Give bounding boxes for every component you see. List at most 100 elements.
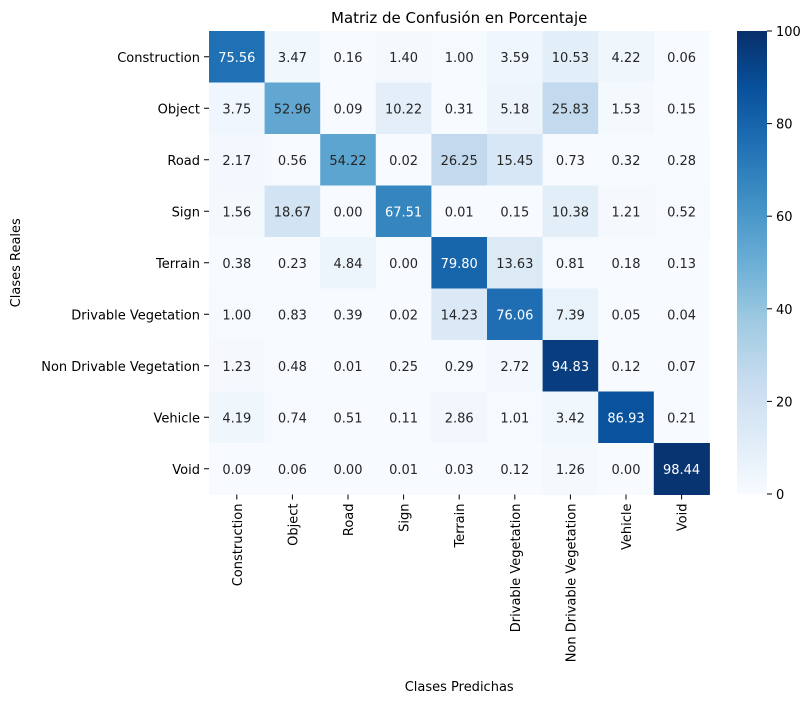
heatmap-cell [264,443,321,495]
x-axis-label: Clases Predichas [405,680,514,695]
heatmap-cell [264,237,321,289]
cell-value-label: 0.04 [667,308,696,323]
heatmap-cell [209,443,266,495]
heatmap-cell [542,134,599,186]
cell-value-label: 1.21 [612,205,641,220]
heatmap-cell [653,340,710,392]
cell-value-label: 0.28 [667,154,696,169]
cell-value-label: 54.22 [329,154,366,169]
heatmap-cell [264,185,321,238]
cell-value-label: 0.13 [667,257,696,272]
cell-value-label: 79.80 [441,257,478,272]
cell-value-label: 3.47 [278,51,307,66]
y-axis-label: Clases Reales [9,218,24,307]
cell-value-label: 0.05 [612,308,641,323]
heatmap-cell [320,185,377,238]
heatmap-cell [375,391,432,444]
heatmap-cell [542,237,599,289]
y-tick-label: Vehicle [154,411,201,426]
cell-value-label: 0.56 [278,154,307,169]
heatmap-cell [598,82,655,135]
y-axis-ticks: Construction Object Road Sign Terrain Drivabl… [41,51,209,478]
heatmap-cell [375,288,432,341]
cell-value-label: 0.39 [334,308,363,323]
cell-value-label: 10.53 [552,51,589,66]
heatmap-cell [653,185,710,238]
heatmap-cell [320,443,377,495]
chart-title: Matriz de Confusión en Porcentaje [331,9,587,27]
heatmap-cell [653,443,710,495]
heatmap-cell [320,237,377,289]
heatmap-cell [598,134,655,186]
cell-value-label: 4.19 [222,411,251,426]
heatmap-cell [542,288,599,341]
heatmap-cell [598,237,655,289]
cell-value-label: 0.51 [334,411,363,426]
cell-value-label: 0.09 [222,463,251,478]
cell-value-label: 67.51 [385,205,422,220]
cell-value-label: 0.32 [612,154,641,169]
cell-value-label: 0.81 [556,257,585,272]
cell-value-label: 15.45 [496,154,533,169]
heatmap-cell [209,237,266,289]
heatmap-cell [487,237,544,289]
cell-value-label: 0.48 [278,360,307,375]
cell-value-label: 1.53 [612,102,641,117]
heatmap-cell [209,82,266,135]
colorbar-tick-label: 60 [776,210,793,225]
cell-value-label: 0.29 [445,360,474,375]
heatmap-cell [653,237,710,289]
x-tick-label: Drivable Vegetation [509,504,524,633]
heatmap-cell [542,185,599,238]
colorbar-tick-label: 100 [776,25,801,40]
colorbar-gradient [737,31,767,494]
x-tick-label: Non Drivable Vegetation [564,504,579,663]
x-tick-label: Void [676,504,691,532]
heatmap-cell [375,31,432,83]
colorbar-tick-label: 40 [776,303,793,318]
y-tick-label: Object [158,102,200,117]
heatmap-cells: 75.56 3.47 0.16 1.40 1.00 3.59 10.53 4.22 0.06 3.… [209,31,710,495]
cell-value-label: 0.15 [500,205,529,220]
heatmap-cell [264,31,321,83]
cell-value-label: 10.22 [385,102,422,117]
cell-value-label: 0.00 [334,205,363,220]
y-tick-label: Sign [172,205,200,220]
heatmap-cell [264,288,321,341]
cell-value-label: 0.38 [222,257,251,272]
y-tick-label: Construction [117,51,200,66]
x-tick-label: Construction [231,504,246,587]
cell-value-label: 10.38 [552,205,589,220]
heatmap-cell [542,340,599,392]
cell-value-label: 0.15 [667,102,696,117]
cell-value-label: 0.00 [334,463,363,478]
heatmap-cell [598,391,655,444]
heatmap-cell [375,185,432,238]
cell-value-label: 14.23 [441,308,478,323]
heatmap-cell [487,185,544,238]
cell-value-label: 0.12 [500,463,529,478]
heatmap-cell [598,288,655,341]
cell-value-label: 1.26 [556,463,585,478]
cell-value-label: 1.23 [222,360,251,375]
heatmap-cell [431,237,488,289]
heatmap-cell [209,185,266,238]
cell-value-label: 26.25 [441,154,478,169]
cell-value-label: 94.83 [552,360,589,375]
cell-value-label: 3.42 [556,411,585,426]
heatmap-cell [264,340,321,392]
heatmap-cell [487,82,544,135]
heatmap-cell [431,134,488,186]
cell-value-label: 0.01 [389,463,418,478]
cell-value-label: 0.09 [334,102,363,117]
heatmap-cell [653,391,710,444]
heatmap-cell [542,391,599,444]
y-tick-label: Terrain [155,257,200,272]
cell-value-label: 13.63 [496,257,533,272]
cell-value-label: 0.02 [389,154,418,169]
heatmap-cell [542,443,599,495]
cell-value-label: 0.00 [389,257,418,272]
heatmap-cell [487,391,544,444]
heatmap-cell [320,31,377,83]
cell-value-label: 2.86 [445,411,474,426]
